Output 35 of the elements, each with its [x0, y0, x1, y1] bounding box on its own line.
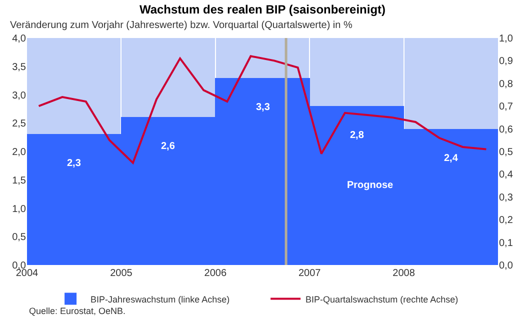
y2-tick-label: 0,4	[499, 170, 514, 181]
y2-tick-label: 0,1	[499, 238, 514, 249]
y2-tick-label: 0,3	[499, 192, 514, 204]
y2-tick-label: 0,6	[499, 124, 514, 136]
y-tick-label: 1,0	[12, 204, 26, 215]
y2-tick-label: 0,7	[499, 102, 514, 113]
x-tick-label: 2006	[204, 268, 227, 279]
y2-tick-label: 0,9	[499, 56, 514, 68]
y-tick-label: 2,0	[12, 147, 26, 158]
data-label: 2,8	[350, 130, 364, 141]
y-tick-label: 3,5	[12, 62, 26, 73]
legend-label: BIP-Quartalswachstum (rechte Achse)	[306, 294, 458, 304]
y-tick-label: 1,5	[12, 175, 26, 186]
data-label: 2,4	[444, 153, 458, 164]
y-tick-label: 3,0	[12, 90, 26, 102]
chart-subtitle: Veränderung zum Vorjahr (Jahreswerte) bzw. Vorquartal (Quartalswerte) in %	[10, 20, 352, 31]
chart-title: Wachstum des realen BIP (saisonbereinigt)	[139, 2, 386, 16]
y2-tick-label: 0,8	[499, 78, 514, 90]
y2-tick-label: 0,2	[499, 215, 514, 226]
y-tick-label: 2,5	[12, 118, 26, 130]
x-tick-label: 2007	[298, 268, 322, 279]
y-tick-label: 0,5	[12, 232, 26, 244]
legend-label: BIP-Jahreswachstum (linke Achse)	[90, 294, 230, 304]
x-tick-label: 2008	[392, 268, 416, 279]
y2-tick-label: 1,0	[499, 34, 514, 44]
data-label: 3,3	[256, 102, 270, 113]
source-note: Quelle: Eurostat, OeNB.	[29, 306, 126, 316]
data-label: 2,6	[161, 141, 176, 152]
annotation: Prognose	[347, 180, 394, 191]
x-tick-label: 2004	[16, 268, 39, 279]
y-tick-label: 4,0	[12, 34, 26, 44]
data-label: 2,3	[67, 158, 82, 169]
y2-tick-label: 0,0	[499, 260, 514, 272]
x-tick-label: 2005	[110, 268, 133, 279]
y2-tick-label: 0,5	[499, 147, 514, 158]
